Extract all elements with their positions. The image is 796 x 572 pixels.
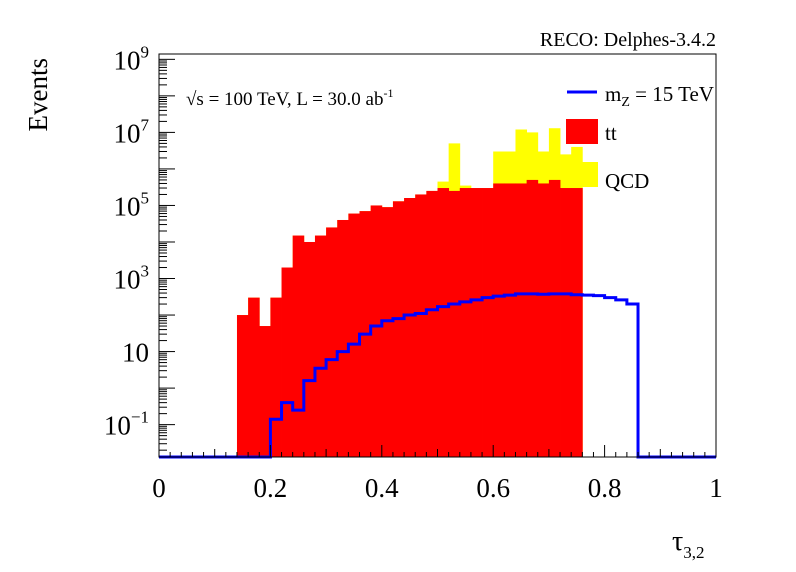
tt-bar [392, 201, 405, 457]
tt-bar [482, 188, 494, 457]
tt-bar [426, 190, 438, 458]
x-tick-label: 0.4 [365, 473, 399, 503]
tt-bar [236, 315, 249, 457]
svg-text:√s = 100 TeV, L = 30.0 ab-1: √s = 100 TeV, L = 30.0 ab-1 [186, 86, 393, 110]
x-tick-label: 0.2 [254, 473, 288, 503]
x-tick-label: 0 [152, 473, 166, 503]
x-axis-label: τ3,2 [672, 526, 705, 562]
tt-bar [548, 179, 561, 458]
tt-bar [537, 183, 550, 457]
tt-bar [337, 219, 349, 457]
legend-qcd-label: QCD [605, 169, 649, 193]
tt-bar [303, 241, 316, 457]
tt-bar [270, 297, 282, 457]
legend-tt-label: tt [605, 121, 617, 145]
tt-bar [504, 183, 516, 457]
legend-signal-label: mZ = 15 TeV [605, 82, 714, 110]
y-tick-label: 10 [122, 338, 149, 368]
tt-bar [415, 194, 427, 457]
y-tick-label: 109 [114, 42, 150, 75]
tt-bar [292, 235, 305, 457]
lumi-exponent: -1 [383, 86, 393, 100]
tt-bar [348, 213, 360, 457]
tt-bar [571, 188, 583, 457]
histogram-bars [236, 128, 583, 458]
y-tick-label: 10−1 [104, 408, 149, 441]
legend-qcd-swatch [566, 162, 598, 187]
x-tick-label: 0.8 [588, 473, 622, 503]
tt-bar [459, 188, 472, 457]
tt-bar [381, 207, 394, 457]
tt-bar [259, 326, 271, 457]
x-tick-label: 0.6 [476, 473, 510, 503]
y-tick-label: 103 [114, 262, 150, 295]
signal-line-layer [159, 292, 716, 459]
reco-label: RECO: Delphes-3.4.2 [540, 29, 716, 51]
tt-bar [404, 198, 416, 457]
energy-lumi-annotation: √s = 100 TeV, L = 30.0 ab-1 [186, 86, 393, 110]
legend: mZ = 15 TeV tt QCD [566, 82, 714, 193]
tt-bar [437, 188, 450, 457]
tt-bar [370, 205, 383, 457]
tt-bar [560, 188, 572, 457]
energy-lumi-text: √s = 100 TeV, L = 30.0 ab [186, 89, 383, 110]
y-tick-label: 105 [114, 188, 150, 221]
signal-line [159, 292, 716, 459]
legend-tt-swatch [566, 119, 598, 144]
x-tick-label: 1 [709, 473, 723, 503]
tt-bar [326, 227, 338, 457]
tt-bar [314, 235, 327, 457]
tt-bar [448, 190, 461, 458]
axis-tick-labels: 0 0.2 0.4 0.6 0.8 1 10−1 10 103 105 107 109 [104, 42, 723, 503]
tt-bar [248, 297, 260, 457]
y-axis-label: Events [23, 58, 53, 132]
tt-bar [493, 183, 505, 457]
tt-bar [470, 188, 483, 457]
y-tick-label: 107 [114, 115, 150, 148]
axis-ticks [158, 58, 717, 457]
tt-bar [526, 179, 539, 458]
tt-bar [515, 183, 528, 457]
tt-bar [281, 267, 294, 457]
